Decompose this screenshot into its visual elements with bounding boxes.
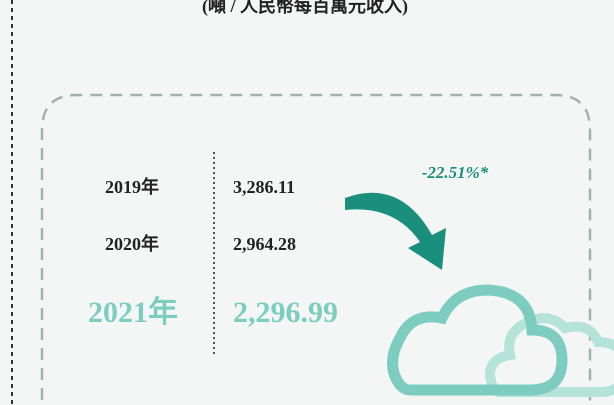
year: 2020年 (105, 233, 159, 254)
value: 3,286.11 (233, 177, 295, 197)
arrow (345, 192, 446, 270)
cloud-back (484, 313, 614, 397)
value-highlight: 2,296.99 (233, 296, 338, 329)
change: -22.51%* (422, 163, 489, 182)
year-highlight: 2021年 (88, 296, 178, 329)
subtitle: (噸 / 人民幣每百萬元收入) (202, 0, 408, 17)
dashed-frame (40, 93, 592, 405)
cloud-front (387, 284, 568, 396)
year: 2019年 (105, 176, 159, 197)
value: 2,964.28 (233, 234, 296, 254)
